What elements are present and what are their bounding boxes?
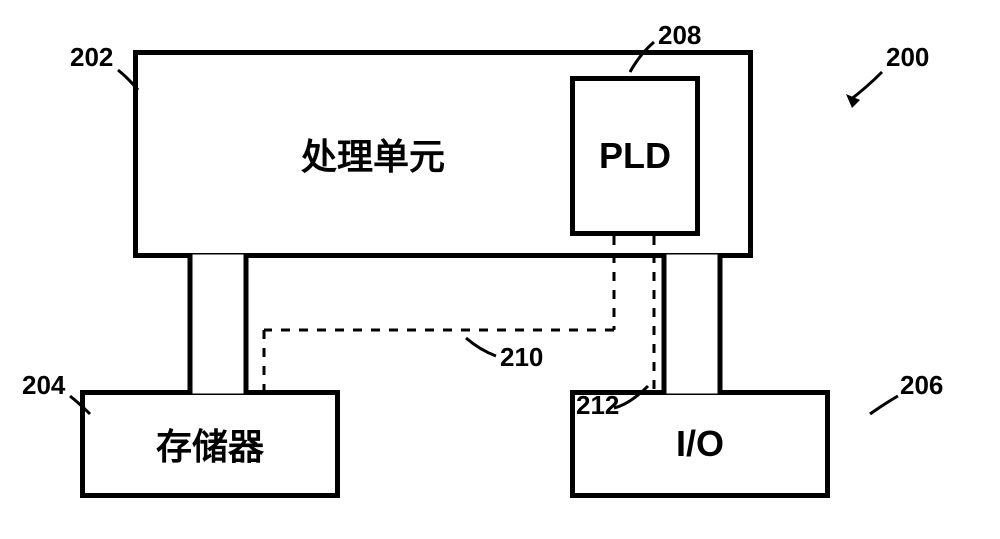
processing-unit-label: 处理单元 — [301, 128, 445, 180]
ref-202: 202 — [70, 42, 113, 73]
ref-210: 210 — [500, 342, 543, 373]
io-label: I/O — [676, 423, 724, 465]
diagram-canvas: 处理单元 PLD 存储器 I/O 200 202 208 204 206 210… — [0, 0, 1000, 539]
memory-label: 存储器 — [156, 418, 264, 470]
ref-206: 206 — [900, 370, 943, 401]
ref-204: 204 — [22, 370, 65, 401]
ref-200: 200 — [886, 42, 929, 73]
pld-label: PLD — [599, 135, 671, 177]
ref-212: 212 — [576, 390, 619, 421]
ref-208: 208 — [658, 20, 701, 51]
pld-box: PLD — [570, 76, 700, 236]
memory-box: 存储器 — [80, 390, 340, 498]
